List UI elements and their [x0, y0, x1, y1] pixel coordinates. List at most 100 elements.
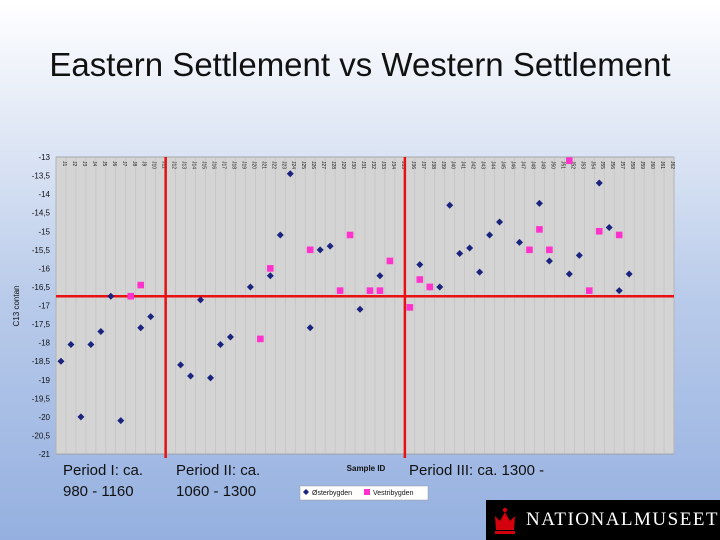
point-vestribygden: [536, 226, 543, 233]
period-3-line1: Period III: ca. 1300 -: [409, 462, 545, 479]
legend-diamond-marker: [303, 489, 309, 495]
point-ostebygden: [625, 270, 633, 278]
x-tick-label: J33: [380, 161, 386, 169]
point-ostebygden: [615, 287, 623, 295]
point-vestribygden: [267, 265, 274, 272]
x-tick-label: J44: [490, 161, 496, 169]
y-tick-label: -17: [38, 302, 50, 311]
point-vestribygden: [386, 257, 394, 265]
legend-label-vestribygden: Vestribygden: [373, 490, 414, 497]
x-tick-label: J3: [81, 161, 87, 167]
point-vestribygden: [376, 287, 384, 294]
y-tick-label: -18: [38, 339, 50, 348]
x-tick-label: J60: [649, 161, 655, 169]
period-1-label: Period I: ca. 980 - 1160: [63, 460, 143, 502]
x-axis-label: Sample ID: [347, 464, 386, 473]
point-ostebygden: [565, 270, 573, 278]
point-vestribygden: [426, 283, 434, 291]
x-tick-label: J21: [260, 161, 266, 169]
x-tick-label: J2: [71, 161, 77, 167]
point-ostebygden: [376, 272, 384, 280]
point-vestribygden: [336, 287, 344, 294]
point-ostebygden: [466, 244, 474, 252]
x-tick-label: J15: [201, 161, 207, 169]
legend: Østerbygden Vestribygden: [299, 485, 429, 501]
x-tick-label: J36: [410, 161, 416, 169]
y-axis-label: C13 contan: [12, 286, 21, 327]
x-tick-label: J62: [669, 161, 675, 169]
x-tick-label: J25: [300, 161, 306, 169]
vertical-gridlines: [55, 157, 675, 454]
point-ostebygden: [456, 250, 464, 258]
y-tick-label: -15,5: [32, 246, 51, 255]
point-ostebygden: [575, 251, 583, 259]
x-tick-label: J56: [609, 161, 615, 169]
point-ostebygden: [516, 238, 523, 246]
x-tick-label: J40: [450, 161, 456, 169]
point-ostebygden: [67, 340, 75, 348]
point-ostebygden: [486, 231, 494, 239]
x-tick-label: J5: [101, 161, 107, 167]
x-tick-label: J23: [280, 161, 286, 169]
point-vestribygden: [406, 304, 414, 311]
point-vestribygden: [346, 231, 354, 239]
legend-label-ostebygden: Østerbygden: [312, 490, 352, 497]
y-tick-label: -16: [38, 264, 50, 273]
x-tick-label: J7: [121, 161, 127, 167]
x-tick-label: J11: [161, 161, 167, 169]
point-ostebygden: [207, 374, 214, 382]
x-tick-label: J12: [171, 161, 177, 169]
x-tick-label: J49: [539, 161, 545, 169]
point-ostebygden: [117, 417, 125, 425]
y-tick-label: -20: [38, 413, 50, 422]
y-tick-label: -19: [38, 376, 50, 385]
point-ostebygden: [535, 199, 543, 207]
point-ostebygden: [476, 268, 484, 276]
point-vestribygden: [306, 246, 314, 254]
x-tick-label: J24: [290, 161, 296, 169]
x-tick-label: J1: [61, 161, 67, 167]
slide-title: Eastern Settlement vs Western Settlement: [49, 46, 671, 83]
x-tick-label: J46: [510, 161, 516, 169]
point-ostebygden: [77, 413, 85, 421]
y-tick-label: -13,5: [32, 172, 51, 181]
x-tick-label: J39: [440, 161, 446, 169]
y-tick-label: -18,5: [32, 357, 51, 366]
point-vestribygden: [595, 227, 603, 235]
x-tick-label: J38: [430, 161, 436, 169]
x-tick-label: J51: [559, 161, 565, 169]
y-tick-label: -21: [38, 450, 50, 459]
x-tick-label: J55: [599, 161, 605, 169]
point-vestribygden: [137, 281, 145, 289]
point-ostebygden: [177, 361, 185, 369]
x-tick-label: J54: [589, 161, 595, 169]
point-ostebygden: [416, 261, 424, 269]
x-tick-label: J31: [360, 161, 366, 169]
x-tick-label: J20: [250, 161, 256, 169]
x-tick-label: J27: [320, 161, 326, 169]
x-tick-label: J35: [400, 161, 406, 169]
point-ostebygden: [326, 242, 334, 250]
point-ostebygden: [266, 272, 274, 280]
x-tick-label: J8: [131, 161, 137, 167]
period-2-line2: 1060 - 1300: [176, 483, 257, 500]
point-vestribygden: [127, 292, 135, 300]
point-ostebygden: [276, 231, 284, 239]
logo-text: NATIONALMUSEET: [526, 509, 720, 530]
x-tick-label: J57: [619, 161, 625, 169]
x-tick-label: J29: [340, 161, 346, 169]
x-tick-label: J34: [390, 161, 396, 169]
reference-lines: [56, 157, 674, 458]
y-tick-label: -14,5: [32, 209, 51, 218]
period-2-line1: Period II: ca.: [176, 462, 261, 479]
x-tick-label: J22: [270, 161, 276, 169]
point-ostebygden: [226, 333, 234, 341]
x-tick-label: J45: [500, 161, 506, 169]
point-vestribygden: [416, 276, 424, 283]
point-ostebygden: [306, 324, 314, 332]
x-tick-label: J50: [549, 161, 555, 169]
x-tick-label: J19: [240, 161, 246, 169]
point-ostebygden: [316, 246, 324, 254]
x-tick-label: J13: [181, 161, 187, 169]
y-tick-label: -16,5: [32, 283, 51, 292]
